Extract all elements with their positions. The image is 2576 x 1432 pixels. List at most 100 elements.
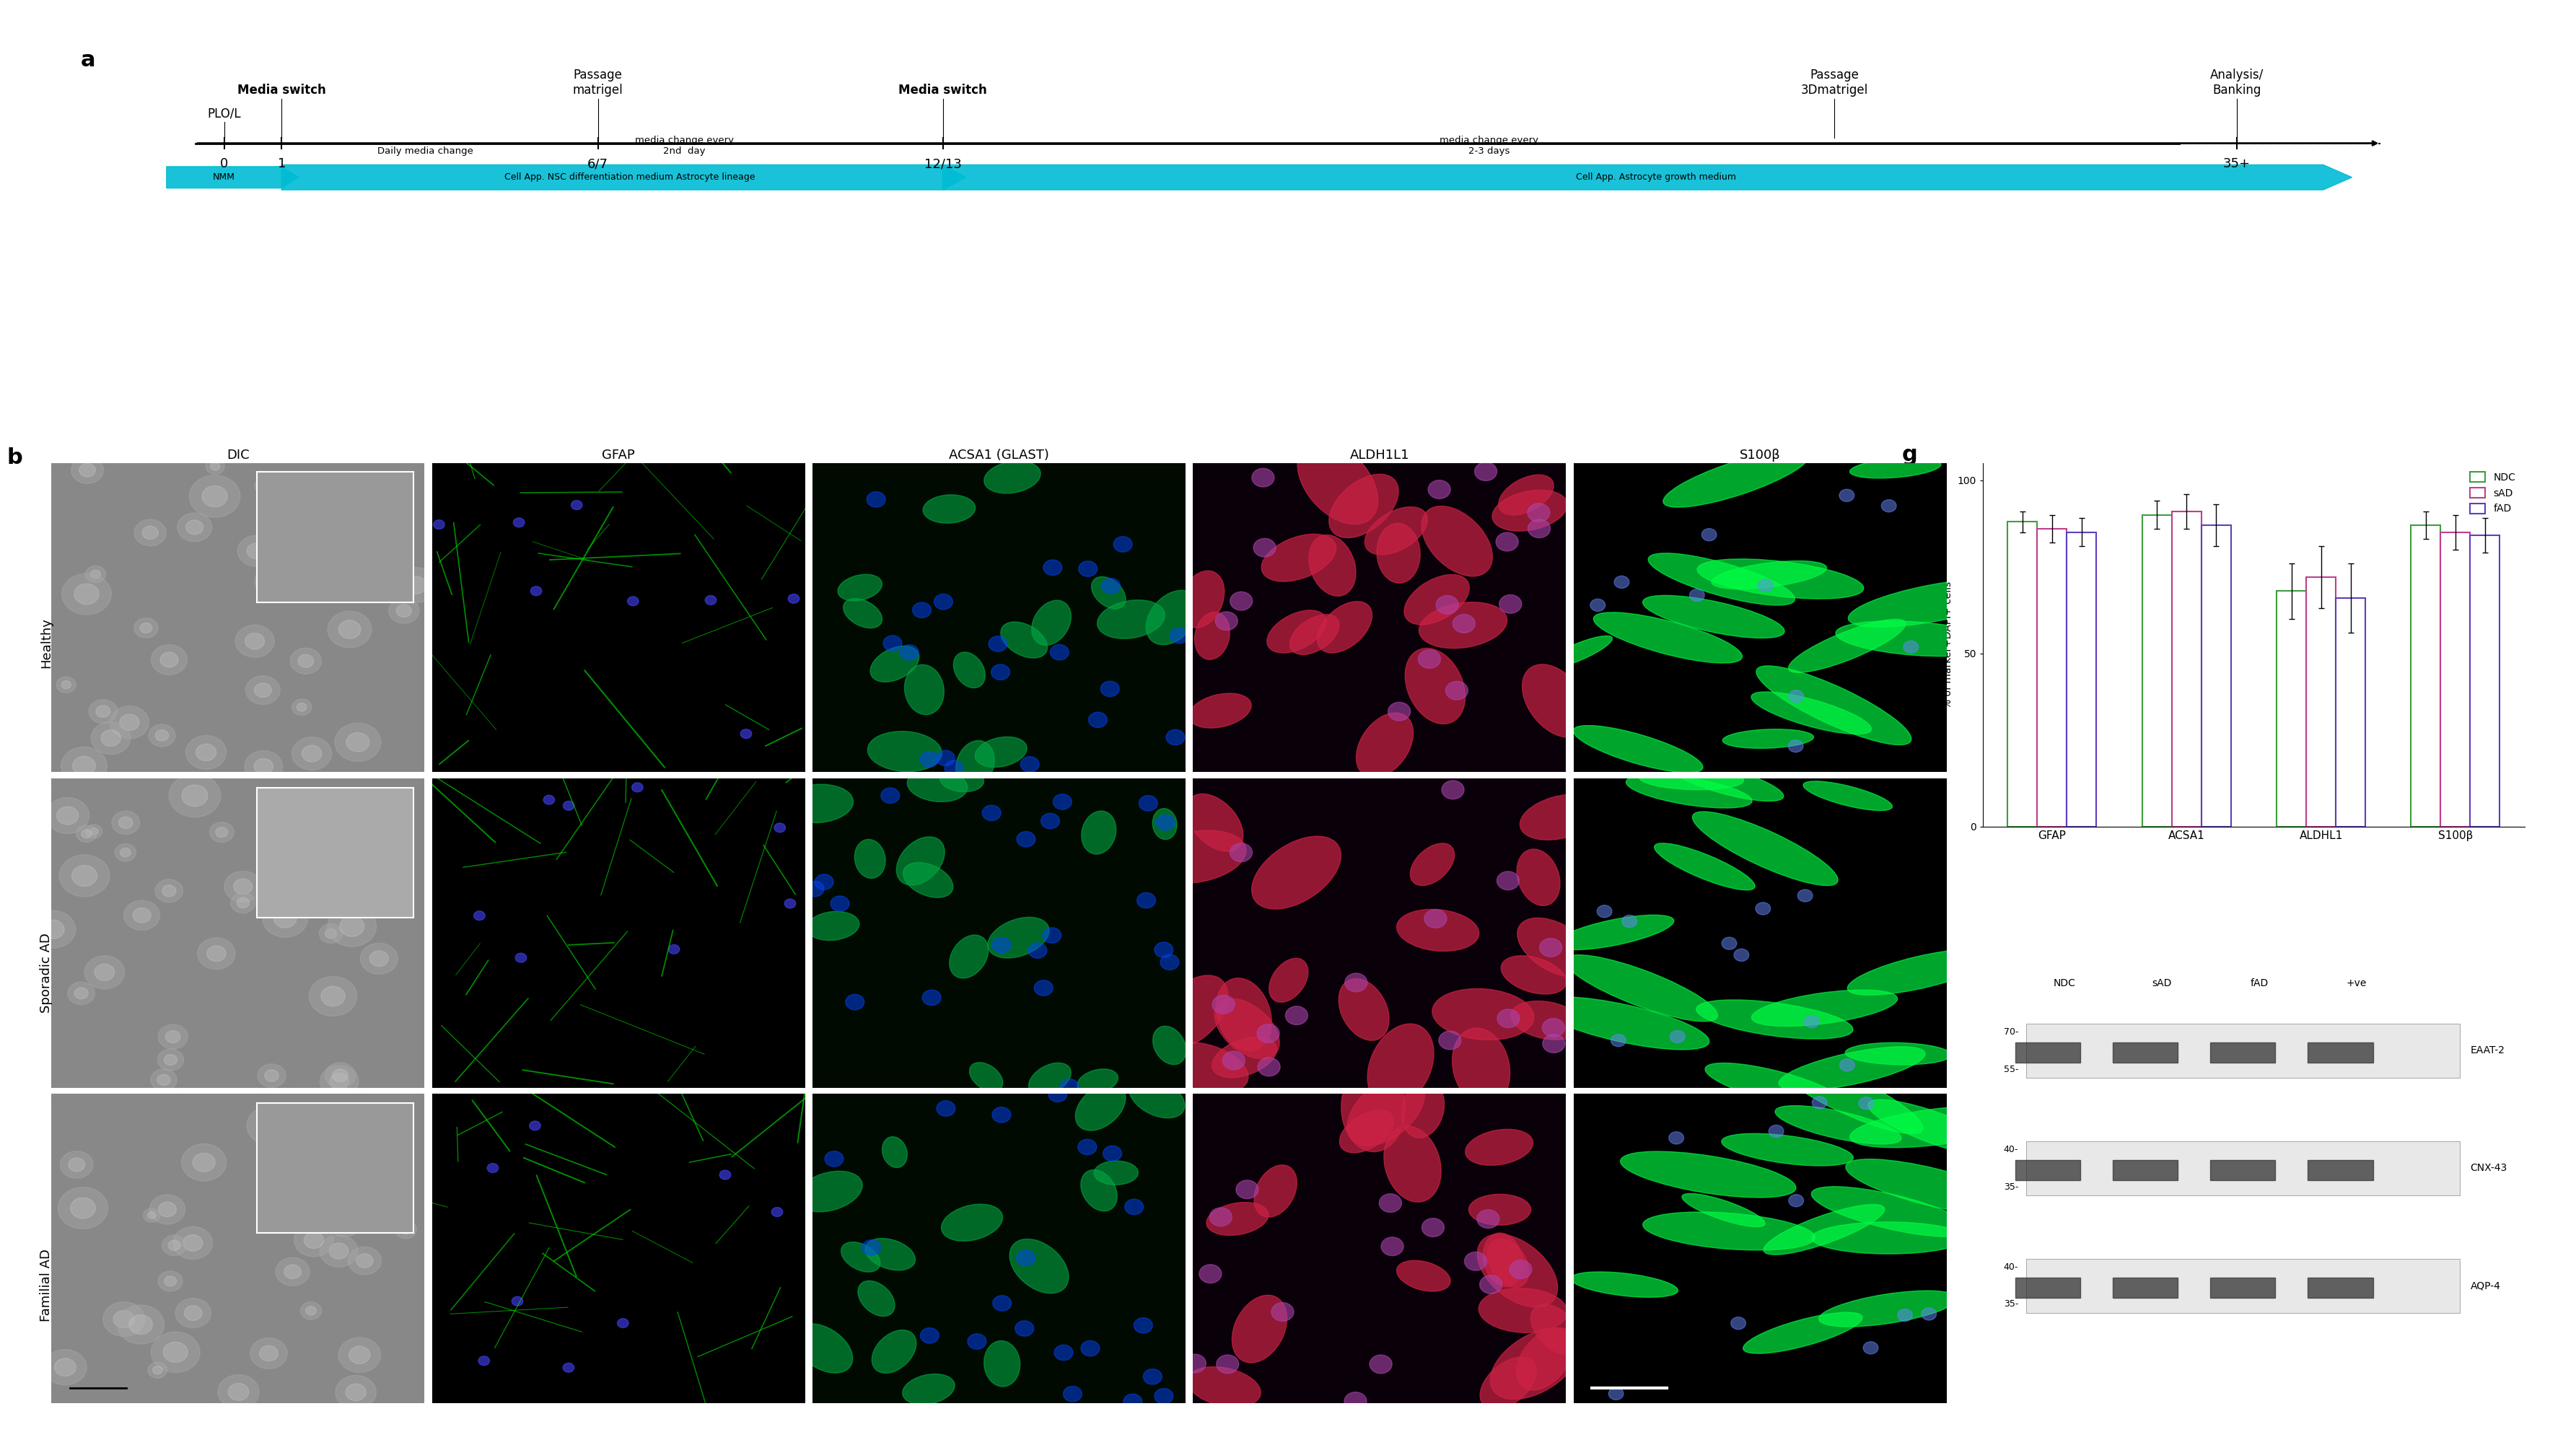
Circle shape <box>1048 1087 1066 1101</box>
Circle shape <box>1770 1126 1783 1137</box>
Ellipse shape <box>1453 1028 1510 1106</box>
Ellipse shape <box>1329 474 1399 538</box>
Circle shape <box>149 1070 178 1091</box>
Ellipse shape <box>1698 558 1862 599</box>
Circle shape <box>134 908 152 922</box>
Ellipse shape <box>1502 955 1566 994</box>
Circle shape <box>62 573 111 614</box>
Text: NDC: NDC <box>2053 978 2076 988</box>
Circle shape <box>564 800 574 811</box>
Ellipse shape <box>1077 1068 1118 1094</box>
Y-axis label: Sporadic AD: Sporadic AD <box>41 934 54 1012</box>
Circle shape <box>152 1366 162 1375</box>
Circle shape <box>1077 1140 1097 1154</box>
Ellipse shape <box>1466 1130 1533 1166</box>
Circle shape <box>899 644 920 660</box>
Ellipse shape <box>1512 1001 1584 1040</box>
Bar <box>2277 591 2306 826</box>
Circle shape <box>70 1158 85 1171</box>
Circle shape <box>1054 795 1072 809</box>
Polygon shape <box>943 165 2352 190</box>
Ellipse shape <box>1347 1075 1425 1146</box>
Ellipse shape <box>1162 1042 1249 1093</box>
Ellipse shape <box>1213 1037 1278 1077</box>
Circle shape <box>335 1375 376 1409</box>
Circle shape <box>1144 1369 1162 1385</box>
Circle shape <box>75 584 98 604</box>
Ellipse shape <box>1486 1239 1530 1287</box>
Circle shape <box>1669 1131 1685 1144</box>
Circle shape <box>304 1232 325 1249</box>
Bar <box>2172 511 2202 826</box>
Ellipse shape <box>1664 450 1808 507</box>
Circle shape <box>157 1050 183 1071</box>
Circle shape <box>1370 1355 1391 1373</box>
Circle shape <box>335 723 381 762</box>
Circle shape <box>299 1197 312 1207</box>
Circle shape <box>863 1240 881 1256</box>
Circle shape <box>1860 1097 1873 1110</box>
Ellipse shape <box>842 1242 881 1272</box>
Circle shape <box>884 636 902 652</box>
Circle shape <box>41 919 64 939</box>
Circle shape <box>513 518 526 527</box>
Ellipse shape <box>1298 441 1378 524</box>
Circle shape <box>265 1070 278 1081</box>
Ellipse shape <box>1262 534 1337 581</box>
Ellipse shape <box>1401 1080 1445 1138</box>
Ellipse shape <box>1404 649 1466 725</box>
Ellipse shape <box>1404 574 1468 624</box>
Circle shape <box>1043 560 1061 576</box>
Circle shape <box>57 677 75 693</box>
Circle shape <box>969 1333 987 1349</box>
Circle shape <box>1757 902 1770 915</box>
Ellipse shape <box>796 1171 863 1211</box>
Circle shape <box>134 520 167 546</box>
Circle shape <box>992 1107 1010 1123</box>
Circle shape <box>1064 1386 1082 1402</box>
Ellipse shape <box>1422 505 1492 576</box>
Circle shape <box>1200 1264 1221 1283</box>
Circle shape <box>1703 528 1716 541</box>
Ellipse shape <box>871 646 920 682</box>
Text: 35+: 35+ <box>2223 158 2251 170</box>
Ellipse shape <box>984 1340 1020 1386</box>
Ellipse shape <box>1151 809 1177 839</box>
Circle shape <box>162 1342 188 1362</box>
Circle shape <box>1154 942 1172 958</box>
Circle shape <box>1255 538 1275 557</box>
Circle shape <box>322 987 345 1007</box>
Circle shape <box>1136 892 1157 908</box>
Circle shape <box>245 633 265 649</box>
Circle shape <box>206 458 224 474</box>
Ellipse shape <box>1074 1084 1126 1130</box>
Circle shape <box>866 491 886 507</box>
Y-axis label: % of marker+DAPI+ cells: % of marker+DAPI+ cells <box>1942 581 1953 709</box>
Ellipse shape <box>1010 1239 1069 1293</box>
Circle shape <box>1216 1355 1239 1373</box>
Circle shape <box>1443 780 1463 799</box>
Ellipse shape <box>1499 475 1553 516</box>
Circle shape <box>307 1306 317 1315</box>
Circle shape <box>234 879 252 895</box>
Circle shape <box>113 1310 134 1327</box>
Circle shape <box>247 1106 296 1146</box>
Circle shape <box>1669 1031 1685 1042</box>
Circle shape <box>397 604 412 617</box>
Circle shape <box>167 1240 180 1250</box>
Ellipse shape <box>1757 666 1911 745</box>
Text: AQP-4: AQP-4 <box>2470 1280 2501 1290</box>
Circle shape <box>196 743 216 760</box>
Circle shape <box>1154 1389 1172 1403</box>
Circle shape <box>1904 640 1919 653</box>
Circle shape <box>142 526 157 540</box>
Ellipse shape <box>1190 693 1252 727</box>
Circle shape <box>1543 1034 1566 1053</box>
Ellipse shape <box>1788 619 1906 673</box>
Ellipse shape <box>1517 918 1595 977</box>
Circle shape <box>1528 503 1551 521</box>
Circle shape <box>345 733 368 752</box>
Ellipse shape <box>783 785 853 823</box>
Ellipse shape <box>1028 1063 1072 1095</box>
Text: media change every
2nd  day: media change every 2nd day <box>634 136 734 156</box>
